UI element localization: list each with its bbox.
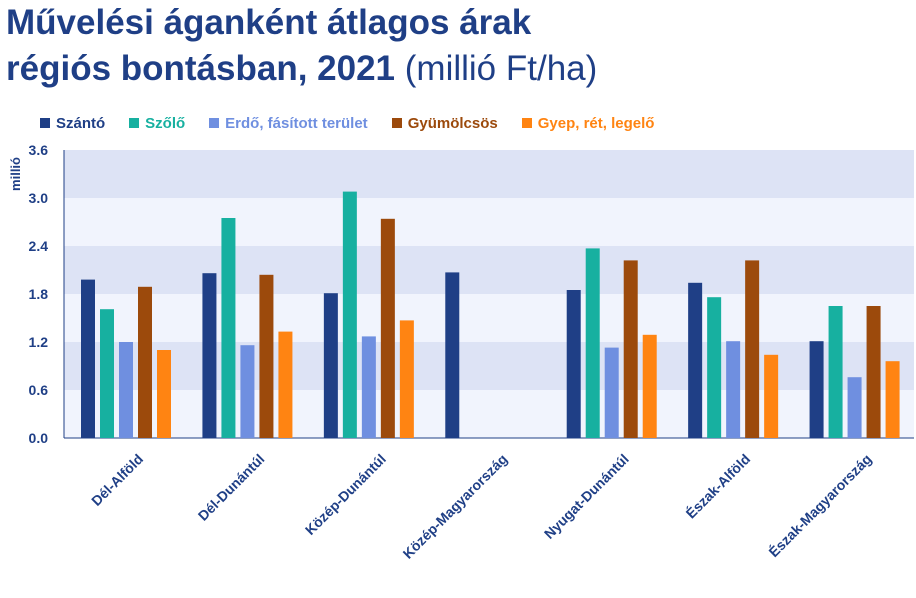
y-tick-label: 0.0 — [29, 430, 49, 446]
bar — [81, 279, 95, 438]
bar — [885, 361, 900, 438]
grid-band — [64, 246, 914, 294]
bar — [259, 274, 274, 438]
bar — [726, 341, 741, 438]
x-category-label: Észak-Magyarország — [765, 451, 874, 560]
legend-swatch — [391, 118, 402, 128]
bar — [138, 286, 152, 438]
legend-item: Szőlő — [129, 115, 185, 132]
bar — [323, 293, 338, 438]
bar — [240, 345, 255, 438]
title-unit: (millió Ft/ha) — [404, 49, 598, 88]
y-tick-label: 3.0 — [29, 190, 49, 206]
bar — [566, 290, 581, 438]
legend-item: Gyep, rét, legelő — [521, 114, 655, 132]
bar — [342, 191, 357, 438]
bar — [866, 306, 881, 438]
legend-item: Gyümölcsös — [391, 114, 498, 132]
chart-title: Művelési áganként átlagos árak régiós bo… — [6, 0, 597, 92]
legend-swatch — [40, 118, 50, 128]
x-category-label: Dél-Alföld — [88, 451, 146, 509]
title-line-1: Művelési áganként átlagos árak — [6, 3, 532, 42]
y-tick-label: 1.8 — [29, 286, 49, 302]
y-tick-label: 3.6 — [29, 142, 49, 158]
bar — [361, 336, 376, 438]
bar — [585, 248, 600, 438]
bar — [745, 260, 760, 438]
bar — [707, 297, 722, 438]
bar — [688, 282, 703, 438]
grid-band — [64, 198, 914, 246]
x-category-label: Közép-Dunántúl — [302, 451, 389, 538]
bar — [157, 350, 171, 438]
legend-swatch — [129, 118, 140, 128]
bar — [278, 331, 293, 438]
bar — [623, 260, 638, 438]
y-axis-label: millió — [8, 157, 23, 191]
grid-band — [64, 390, 914, 438]
bar — [221, 218, 236, 438]
title-line-2: régiós bontásban, 2021 — [6, 49, 396, 88]
bar — [100, 309, 114, 438]
bar — [604, 347, 619, 438]
bar — [445, 272, 460, 438]
y-tick-label: 1.2 — [29, 334, 49, 350]
x-category-label: Közép-Magyarország — [400, 451, 511, 562]
bar — [399, 320, 414, 438]
bar — [809, 341, 824, 438]
bar — [828, 306, 843, 438]
bar — [764, 354, 779, 438]
legend-label: Gyümölcsös — [407, 114, 498, 132]
bar — [119, 342, 133, 438]
legend-label: Szántó — [56, 114, 106, 132]
legend-label: Szőlő — [145, 114, 186, 132]
legend-item: Erdő, fásított terület — [209, 115, 368, 132]
grid-band — [64, 150, 914, 198]
x-category-label: Észak-Alföld — [683, 451, 754, 522]
grid-band — [64, 342, 914, 390]
legend-label: Erdő, fásított terület — [225, 114, 368, 132]
y-tick-label: 2.4 — [29, 238, 49, 254]
legend-swatch — [209, 118, 220, 128]
bar — [202, 273, 217, 438]
legend-label: Gyep, rét, legelő — [537, 114, 655, 132]
grid-band — [64, 294, 914, 342]
bar — [847, 377, 862, 438]
x-category-label: Dél-Dunántúl — [195, 451, 268, 524]
y-tick-label: 0.6 — [29, 382, 49, 398]
legend-item: Szántó — [40, 115, 105, 132]
legend-swatch — [521, 118, 532, 128]
bar — [380, 218, 395, 438]
chart-legend: Szántó Szőlő Erdő, fásított terület Gyümölc… — [40, 113, 678, 133]
x-category-label: Nyugat-Dunántúl — [541, 451, 632, 542]
bar — [642, 334, 657, 438]
